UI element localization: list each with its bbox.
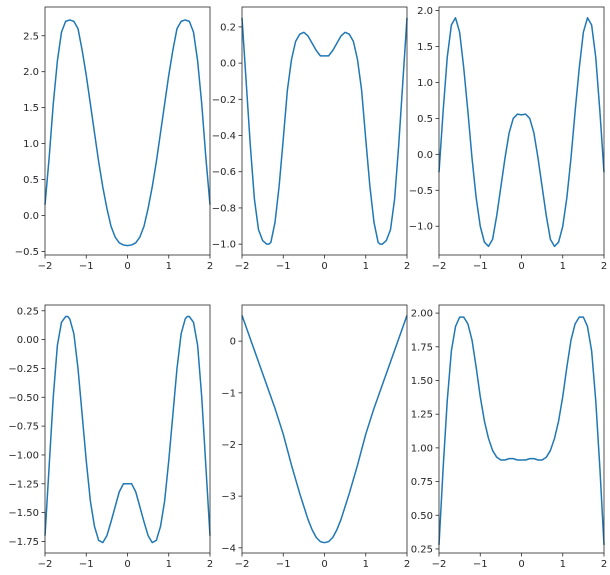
x-tick-label: 2 — [404, 559, 410, 570]
y-tick-label: 0.5 — [23, 175, 39, 186]
y-tick-label: 1.0 — [23, 139, 39, 150]
series-line — [45, 317, 210, 543]
axes-frame — [45, 7, 210, 255]
x-tick-label: −2 — [235, 559, 250, 570]
x-tick-label: 0 — [518, 261, 524, 272]
x-tick-label: −1 — [79, 261, 94, 272]
y-tick-label: 1.50 — [411, 376, 433, 387]
subplot-4: −2 −1 0 1 2 −1.75 −1.50 −1.25 −1.00 −0.75 −0.50 −0.… — [8, 305, 213, 570]
x-tick-label: −1 — [473, 261, 488, 272]
y-tick-label: 0.25 — [17, 306, 39, 317]
axes-frame — [242, 305, 407, 553]
series-line — [242, 315, 407, 542]
axes-frame — [439, 305, 604, 553]
x-tick-label: 1 — [363, 261, 369, 272]
y-tick-label: 0.0 — [220, 59, 236, 70]
x-tick-label: 1 — [363, 559, 369, 570]
subplot-1: −2 −1 0 1 2 −0.5 0.0 0.5 1.0 1.5 2.0 2.5 — [15, 7, 213, 272]
y-tick-label: 1.5 — [417, 42, 433, 53]
x-tick-label: 2 — [207, 261, 213, 272]
y-tick-label: −0.6 — [212, 167, 236, 178]
y-tick-label: −1 — [221, 388, 236, 399]
y-tick-label: 1.0 — [417, 78, 433, 89]
series-line — [439, 18, 604, 247]
x-tick-label: 0 — [321, 559, 327, 570]
axes-frame — [242, 7, 407, 255]
y-tick-label: 2.0 — [23, 67, 39, 78]
y-tick-label: −0.4 — [212, 131, 236, 142]
series-line — [242, 18, 407, 244]
y-tick-label: −1.0 — [409, 222, 433, 233]
y-tick-label: −0.5 — [409, 186, 433, 197]
x-tick-label: 1 — [166, 559, 172, 570]
y-tick-label: 2.5 — [23, 31, 39, 42]
y-tick-label: −1.0 — [212, 240, 236, 251]
axes-frame — [45, 305, 210, 553]
subplot-3: −2 −1 0 1 2 −1.0 −0.5 0.0 0.5 1.0 1.5 2.0 — [409, 6, 607, 272]
x-tick-label: 0 — [518, 559, 524, 570]
y-tick-label: 2.00 — [411, 309, 433, 320]
x-tick-label: −1 — [473, 559, 488, 570]
x-tick-label: −2 — [235, 261, 250, 272]
y-tick-label: 0.0 — [23, 211, 39, 222]
y-tick-label: −1.25 — [8, 479, 39, 490]
y-tick-label: −1.75 — [8, 537, 39, 548]
x-tick-label: 1 — [166, 261, 172, 272]
x-tick-label: 2 — [601, 559, 607, 570]
y-tick-label: 0.75 — [411, 477, 433, 488]
x-tick-label: 2 — [601, 261, 607, 272]
x-tick-label: 1 — [560, 261, 566, 272]
x-tick-label: 2 — [404, 261, 410, 272]
series-line — [45, 20, 210, 246]
y-tick-label: 0.2 — [220, 22, 236, 33]
subplot-2: −2 −1 0 1 2 −1.0 −0.8 −0.6 −0.4 −0.2 0.0 0.2 — [212, 7, 410, 272]
y-tick-label: −3 — [221, 492, 236, 503]
x-tick-label: 0 — [321, 261, 327, 272]
y-tick-label: 0.5 — [417, 114, 433, 125]
x-tick-label: −1 — [79, 559, 94, 570]
x-tick-label: −1 — [276, 261, 291, 272]
x-tick-label: 0 — [124, 559, 130, 570]
y-tick-label: 0.25 — [411, 544, 433, 555]
y-tick-label: −0.2 — [212, 95, 236, 106]
x-tick-label: −2 — [432, 559, 447, 570]
y-tick-label: −4 — [221, 543, 236, 554]
x-tick-label: −1 — [276, 559, 291, 570]
series-line — [439, 317, 604, 545]
x-tick-label: −2 — [38, 261, 53, 272]
y-tick-label: −0.50 — [8, 393, 39, 404]
y-tick-label: 2.0 — [417, 6, 433, 17]
y-tick-label: −1.00 — [8, 450, 39, 461]
y-tick-label: −0.5 — [15, 247, 39, 258]
x-tick-label: 0 — [124, 261, 130, 272]
y-tick-label: 0.50 — [411, 511, 433, 522]
y-tick-label: 0.0 — [417, 150, 433, 161]
y-tick-label: 1.25 — [411, 410, 433, 421]
x-tick-label: −2 — [38, 559, 53, 570]
axes-frame — [439, 7, 604, 255]
y-tick-label: −1.50 — [8, 508, 39, 519]
y-tick-label: 1.5 — [23, 103, 39, 114]
y-tick-label: −0.25 — [8, 364, 39, 375]
subplot-6: −2 −1 0 1 2 0.25 0.50 0.75 1.00 1.25 1.50 1.75 2.00 — [411, 305, 607, 570]
x-tick-label: 1 — [560, 559, 566, 570]
y-tick-label: −2 — [221, 440, 236, 451]
y-tick-label: 0.00 — [17, 335, 39, 346]
y-tick-label: 0 — [230, 337, 236, 348]
y-tick-label: 1.75 — [411, 342, 433, 353]
y-tick-label: −0.8 — [212, 203, 236, 214]
x-tick-label: 2 — [207, 559, 213, 570]
y-tick-label: −0.75 — [8, 422, 39, 433]
subplot-5: −2 −1 0 1 2 −4 −3 −2 −1 0 — [221, 305, 410, 570]
x-tick-label: −2 — [432, 261, 447, 272]
y-tick-label: 1.00 — [411, 443, 433, 454]
